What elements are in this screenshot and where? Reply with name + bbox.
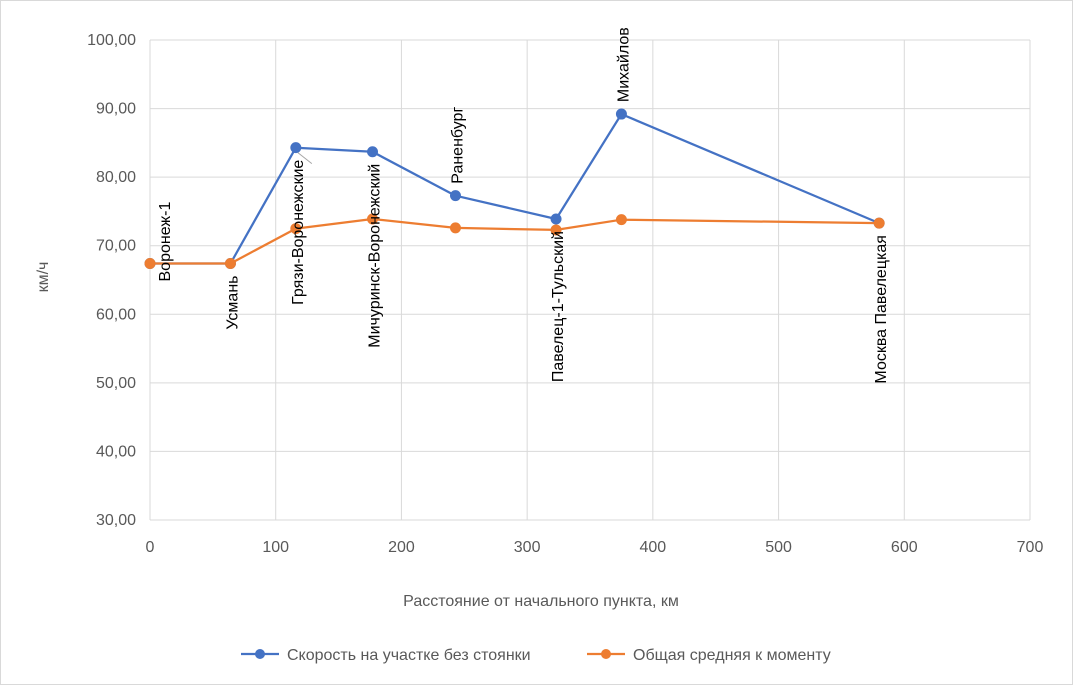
y-tick-label: 50,00 xyxy=(96,375,136,392)
x-tick-label: 100 xyxy=(262,539,289,556)
legend-label: Скорость на участке без стоянки xyxy=(287,647,531,664)
data-point xyxy=(550,224,562,236)
x-tick-label: 400 xyxy=(640,539,667,556)
data-point xyxy=(449,222,461,234)
y-tick-label: 60,00 xyxy=(96,306,136,323)
station-label: Усмань xyxy=(225,276,242,330)
y-tick-label: 40,00 xyxy=(96,443,136,460)
legend-label: Общая средняя к моменту xyxy=(633,647,831,664)
x-tick-label: 500 xyxy=(765,539,792,556)
series-line-1 xyxy=(150,112,880,265)
station-labels: Воронеж-1 Усмань Грязи-Воронежские Мичуринс… xyxy=(157,27,890,383)
gridlines xyxy=(149,39,1031,521)
legend-marker xyxy=(255,649,265,659)
x-tick-label: 700 xyxy=(1017,539,1044,556)
station-label: Михайлов xyxy=(615,27,632,102)
y-tick-label: 30,00 xyxy=(96,512,136,529)
series xyxy=(144,108,885,270)
station-label: Мичуринск-Воронежский xyxy=(367,164,384,348)
x-tick-label: 200 xyxy=(388,539,415,556)
axes: 30,00 40,00 50,00 60,00 70,00 80,00 90,00 100,0… xyxy=(87,32,1043,556)
series-line-2 xyxy=(150,217,880,265)
x-tick-label: 600 xyxy=(891,539,918,556)
data-point xyxy=(449,190,461,202)
data-point xyxy=(873,217,885,229)
y-tick-label: 100,00 xyxy=(87,32,136,49)
data-point xyxy=(615,108,627,120)
data-point xyxy=(615,214,627,226)
station-label: Москва Павелецкая xyxy=(873,235,890,383)
data-point xyxy=(550,213,562,225)
data-point xyxy=(224,258,236,270)
leader-line xyxy=(297,152,313,165)
station-label: Раненбург xyxy=(450,107,467,184)
x-tick-label: 300 xyxy=(514,539,541,556)
data-point xyxy=(367,146,379,158)
legend-marker xyxy=(601,649,611,659)
x-axis-title: Расстояние от начального пункта, км xyxy=(403,593,679,610)
y-tick-label: 80,00 xyxy=(96,169,136,186)
station-label: Павелец-1-Тульский xyxy=(550,231,567,382)
data-point xyxy=(290,223,302,235)
data-point xyxy=(290,142,302,154)
y-tick-label: 70,00 xyxy=(96,238,136,255)
data-point xyxy=(144,258,156,270)
legend: Скорость на участке без стоянки Общая сре… xyxy=(241,647,831,664)
y-axis-title: км/ч xyxy=(35,262,52,293)
station-label: Воронеж-1 xyxy=(157,202,174,282)
x-tick-label: 0 xyxy=(146,539,155,556)
y-tick-label: 90,00 xyxy=(96,101,136,118)
data-point xyxy=(367,213,379,225)
station-label: Грязи-Воронежские xyxy=(290,160,307,305)
